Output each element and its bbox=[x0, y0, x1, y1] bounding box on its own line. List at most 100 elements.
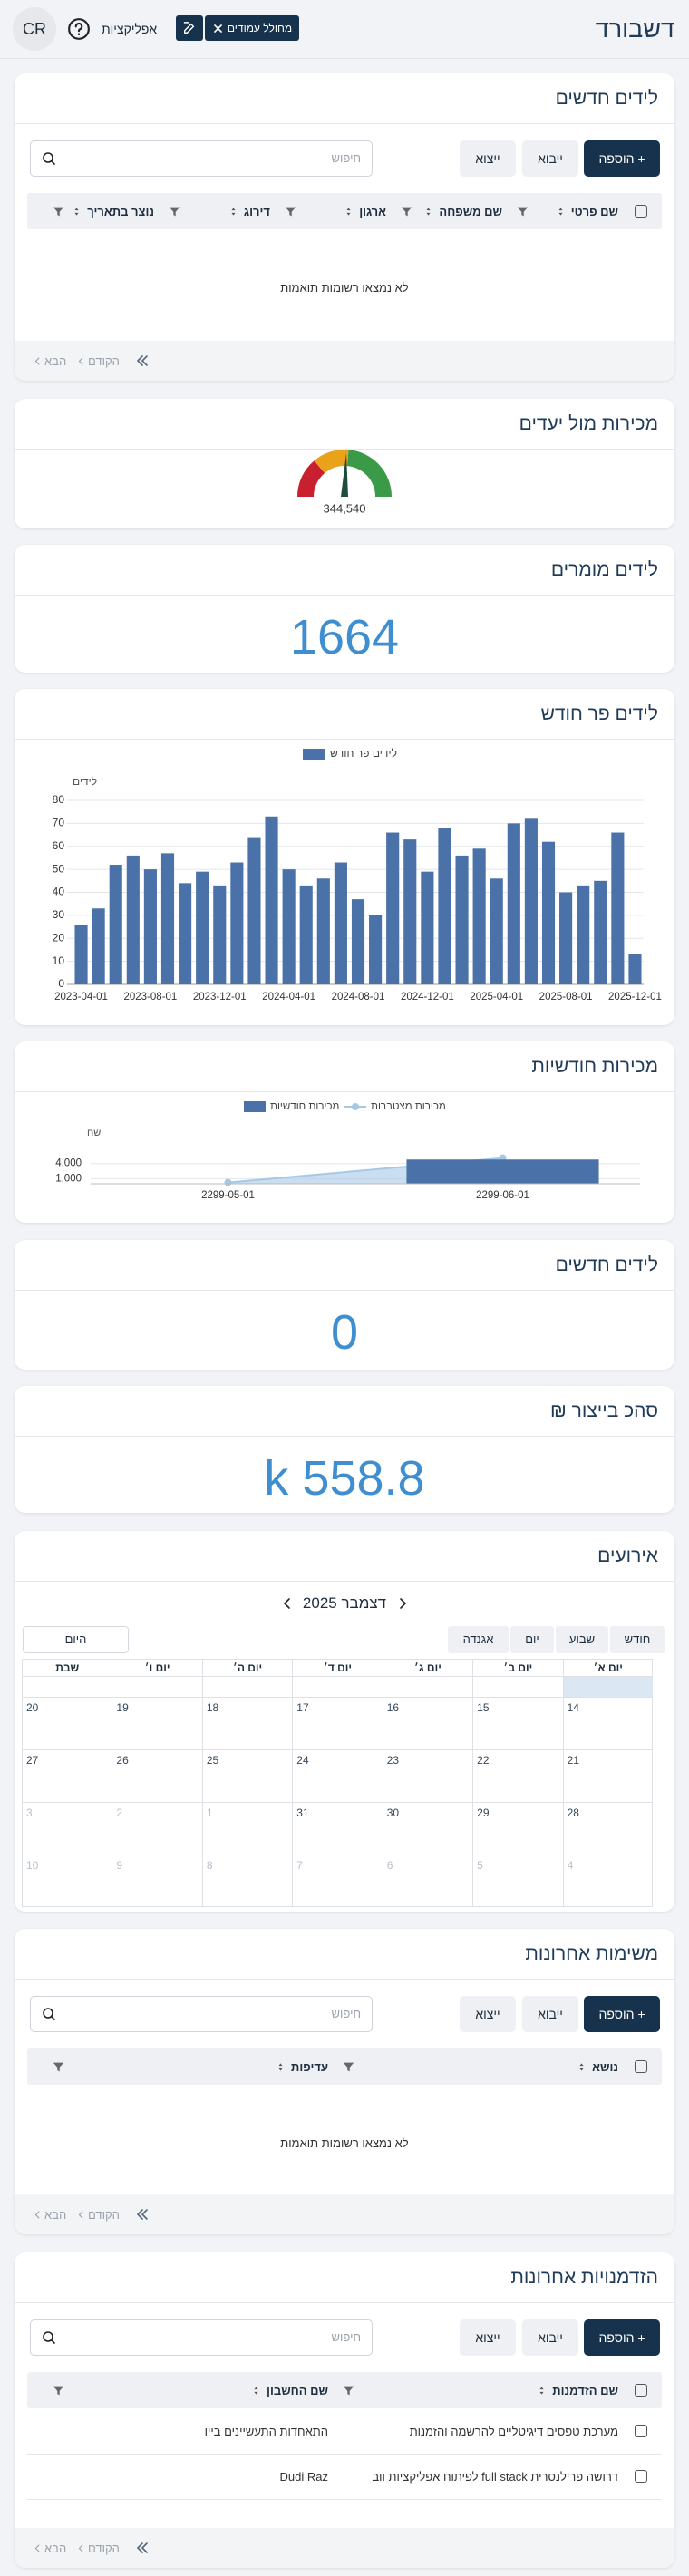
first-page-button[interactable] bbox=[135, 2541, 150, 2555]
select-all-checkbox[interactable] bbox=[635, 2060, 647, 2073]
day-cell[interactable]: 10 bbox=[22, 1855, 112, 1907]
previous-button[interactable]: הקודם bbox=[76, 2528, 120, 2568]
column-header[interactable]: ארגון bbox=[277, 193, 393, 229]
filter-icon[interactable] bbox=[343, 2385, 354, 2397]
day-cell[interactable]: 15 bbox=[472, 1697, 563, 1749]
point bbox=[224, 1178, 232, 1186]
day-cell[interactable]: 8 bbox=[201, 1855, 293, 1907]
day-cell[interactable]: 16 bbox=[382, 1697, 473, 1749]
day-cell[interactable]: 19 bbox=[112, 1697, 202, 1749]
day-cell[interactable]: 21 bbox=[562, 1749, 653, 1802]
import-button[interactable]: ייבוא bbox=[522, 2319, 578, 2356]
day-cell[interactable]: 26 bbox=[112, 1749, 202, 1802]
column-header[interactable]: שם הזדמנות bbox=[335, 2372, 626, 2408]
day-cell[interactable]: 28 bbox=[562, 1802, 653, 1855]
day-cell[interactable]: 25 bbox=[201, 1749, 293, 1802]
row-checkbox[interactable] bbox=[635, 2470, 647, 2483]
day-cell[interactable]: 23 bbox=[382, 1749, 473, 1802]
search-icon-shape bbox=[43, 152, 55, 165]
column-header[interactable]: שם משפחה bbox=[393, 193, 509, 229]
search-box[interactable]: חיפוש bbox=[30, 1996, 373, 2032]
filter-icon[interactable] bbox=[401, 206, 412, 218]
next-button[interactable]: הבא bbox=[33, 2194, 66, 2234]
day-cell[interactable]: 2 bbox=[112, 1802, 202, 1855]
day-cell[interactable]: 20 bbox=[22, 1697, 112, 1749]
legend-swatch bbox=[303, 749, 325, 760]
column-header[interactable]: נושא bbox=[335, 2048, 626, 2085]
add-button[interactable]: + הוספה bbox=[584, 1996, 660, 2032]
view-button[interactable]: יום bbox=[510, 1626, 554, 1653]
day-cell[interactable]: 27 bbox=[22, 1749, 112, 1802]
day-cell[interactable] bbox=[201, 1677, 292, 1697]
filter-icon[interactable] bbox=[343, 2061, 354, 2073]
day-cell[interactable]: 9 bbox=[112, 1855, 202, 1907]
column-header[interactable]: שם פרטי bbox=[509, 193, 626, 229]
day-cell[interactable]: 22 bbox=[472, 1749, 563, 1802]
edit-button[interactable] bbox=[176, 15, 203, 41]
legend-label: מכירות מצטברות bbox=[371, 1101, 446, 1112]
next-month[interactable] bbox=[395, 1596, 410, 1611]
day-cell[interactable]: 24 bbox=[292, 1749, 383, 1802]
day-cell[interactable] bbox=[382, 1677, 472, 1697]
filter-icon[interactable] bbox=[53, 206, 64, 218]
day-cell[interactable]: 30 bbox=[382, 1802, 473, 1855]
page-builder-button[interactable]: מחולל עמודים bbox=[205, 15, 299, 41]
import-button[interactable]: ייבוא bbox=[522, 140, 578, 177]
day-cell[interactable]: 18 bbox=[201, 1697, 293, 1749]
today-button[interactable]: היום bbox=[23, 1626, 129, 1653]
add-button[interactable]: + הוספה bbox=[584, 140, 660, 177]
day-cell[interactable]: 3 bbox=[22, 1802, 112, 1855]
day-cell[interactable]: 29 bbox=[472, 1802, 563, 1855]
day-cell[interactable]: 7 bbox=[292, 1855, 383, 1907]
view-button[interactable]: שבוע bbox=[556, 1626, 608, 1653]
next-button[interactable]: הבא bbox=[33, 341, 66, 381]
select-all-checkbox[interactable] bbox=[635, 205, 647, 218]
previous-button[interactable]: הקודם bbox=[76, 2194, 120, 2234]
search-box[interactable]: חיפוש bbox=[30, 2319, 373, 2356]
first-page-button[interactable] bbox=[135, 2207, 150, 2222]
filter-icon[interactable] bbox=[517, 206, 529, 218]
first-page-button[interactable] bbox=[135, 353, 150, 368]
add-button[interactable]: + הוספה bbox=[584, 2319, 660, 2356]
day-cell[interactable] bbox=[292, 1677, 382, 1697]
column-header[interactable]: נוצר בתאריך bbox=[45, 193, 161, 229]
view-button[interactable]: חודש bbox=[610, 1626, 665, 1653]
day-cell[interactable]: 6 bbox=[382, 1855, 473, 1907]
y-tick-label: 10 bbox=[53, 954, 65, 967]
filter-icon[interactable] bbox=[53, 2385, 64, 2397]
previous-month[interactable] bbox=[280, 1596, 295, 1611]
column-header[interactable]: שם החשבון bbox=[45, 2372, 335, 2408]
day-cell[interactable]: 31 bbox=[292, 1802, 383, 1855]
day-cell[interactable] bbox=[112, 1677, 201, 1697]
row-checkbox[interactable] bbox=[635, 2425, 647, 2437]
avatar[interactable]: CR bbox=[13, 7, 56, 51]
day-cell[interactable]: 5 bbox=[472, 1855, 563, 1907]
export-button[interactable]: ייצוא bbox=[460, 1996, 516, 2032]
import-button[interactable]: ייבוא bbox=[522, 1996, 578, 2032]
apps-link[interactable]: אפליקציות bbox=[102, 22, 158, 36]
filter-icon[interactable] bbox=[169, 206, 180, 218]
day-cell[interactable] bbox=[472, 1677, 562, 1697]
day-cell[interactable]: 4 bbox=[562, 1855, 653, 1907]
day-cell[interactable] bbox=[562, 1677, 653, 1697]
column-header[interactable]: דירוג bbox=[161, 193, 277, 229]
view-button[interactable]: אגנדה bbox=[448, 1626, 509, 1653]
day-cell[interactable]: 17 bbox=[292, 1697, 383, 1749]
previous-button[interactable]: הקודם bbox=[76, 341, 120, 381]
search-box[interactable]: חיפוש bbox=[30, 140, 373, 177]
legend-swatch bbox=[244, 1101, 266, 1112]
column-header[interactable]: עדיפות bbox=[45, 2048, 335, 2085]
select-all-checkbox[interactable] bbox=[635, 2384, 647, 2397]
export-button[interactable]: ייצוא bbox=[460, 140, 516, 177]
day-cell[interactable] bbox=[22, 1677, 112, 1697]
column-label: נושא bbox=[592, 2059, 618, 2074]
pagination: הקודם הבא bbox=[15, 2194, 674, 2234]
next-button[interactable]: הבא bbox=[33, 2528, 66, 2568]
export-button[interactable]: ייצוא bbox=[460, 2319, 516, 2356]
filter-icon[interactable] bbox=[285, 206, 296, 218]
day-cell[interactable]: 1 bbox=[201, 1802, 293, 1855]
day-cell[interactable]: 14 bbox=[562, 1697, 653, 1749]
help-icon[interactable] bbox=[67, 17, 91, 41]
table-header: שם הזדמנות שם החשבון bbox=[27, 2372, 662, 2408]
filter-icon[interactable] bbox=[53, 2061, 64, 2073]
